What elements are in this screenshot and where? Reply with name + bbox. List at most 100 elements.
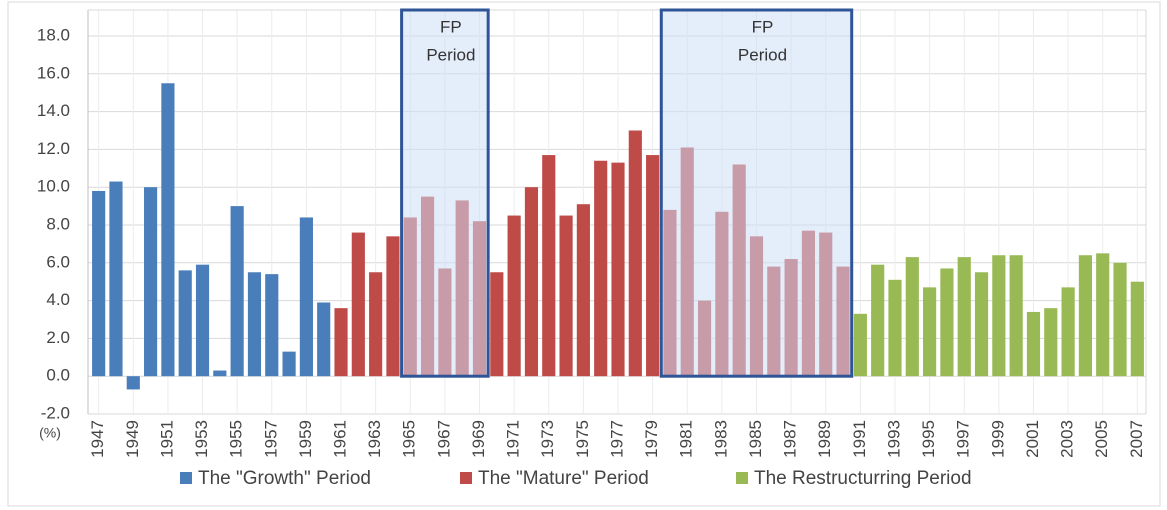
bar [213, 370, 227, 377]
y-tick-label: -2.0 [41, 403, 70, 422]
x-tick-label: 1985 [746, 420, 765, 458]
x-tick-label: 2007 [1127, 420, 1146, 458]
bar [351, 232, 365, 377]
x-tick-label: 1965 [400, 420, 419, 458]
bar [507, 215, 521, 377]
fp-box [659, 8, 854, 378]
x-tick-label: 1993 [884, 420, 903, 458]
bar [1044, 308, 1058, 377]
bar [871, 264, 885, 377]
bar [1113, 262, 1127, 377]
legend-swatch [460, 472, 472, 484]
x-tick-label: 2001 [1023, 420, 1042, 458]
bar [1096, 253, 1110, 377]
y-tick-label: 4.0 [46, 290, 70, 309]
x-tick-label: 1963 [365, 420, 384, 458]
bar [559, 215, 573, 377]
bar [940, 268, 954, 377]
x-tick-label: 1991 [850, 420, 869, 458]
x-tick-label: 1953 [192, 420, 211, 458]
y-tick-label: 0.0 [46, 366, 70, 385]
bar [992, 255, 1006, 377]
legend-swatch [736, 472, 748, 484]
x-tick-label: 1997 [954, 420, 973, 458]
bar [334, 308, 348, 377]
bar [611, 162, 625, 377]
x-tick-label: 1951 [157, 420, 176, 458]
x-tick-label: 1979 [642, 420, 661, 458]
x-tick-label: 1999 [988, 420, 1007, 458]
bar [594, 160, 608, 377]
bar [265, 274, 279, 377]
bar [178, 270, 192, 377]
fp-label: FP [752, 17, 774, 36]
bar [299, 217, 313, 377]
bar [1009, 255, 1023, 377]
x-tick-label: 1989 [815, 420, 834, 458]
x-tick-label: 1967 [434, 420, 453, 458]
y-unit: (%) [39, 425, 61, 441]
x-tick-label: 1947 [88, 420, 107, 458]
bar [247, 272, 262, 377]
bar [576, 204, 590, 377]
bar [126, 376, 140, 390]
y-tick-label: 10.0 [37, 177, 70, 196]
bar [923, 287, 937, 377]
x-tick-label: 1977 [607, 420, 626, 458]
fp-label: Period [738, 45, 787, 64]
legend-label: The "Growth" Period [198, 468, 371, 489]
fp-label: Period [426, 45, 475, 64]
y-tick-label: 12.0 [37, 139, 70, 158]
bar [282, 351, 296, 377]
y-tick-label: 18.0 [37, 25, 70, 44]
legend-label: The Restructurring Period [754, 468, 972, 489]
bar [853, 313, 867, 377]
y-tick-label: 6.0 [46, 252, 70, 271]
x-tick-label: 1957 [261, 420, 280, 458]
x-tick-label: 1975 [573, 420, 592, 458]
x-tick-label: 1969 [469, 420, 488, 458]
bar [490, 272, 504, 377]
x-tick-label: 1955 [227, 420, 246, 458]
x-tick-label: 1995 [919, 420, 938, 458]
x-tick-label: 1981 [677, 420, 696, 458]
y-tick-label: 2.0 [46, 328, 70, 347]
x-tick-label: 1973 [538, 420, 557, 458]
bar [974, 272, 989, 377]
x-tick-label: 1959 [296, 420, 315, 458]
bar [195, 264, 210, 377]
bar [646, 155, 660, 377]
chart-frame [7, 1, 1161, 507]
bar [905, 257, 919, 377]
bar [1130, 281, 1144, 377]
bar [524, 187, 539, 377]
bar [1026, 311, 1041, 377]
bar [109, 181, 123, 377]
bar [161, 83, 175, 377]
y-tick-label: 16.0 [37, 63, 70, 82]
bar [369, 272, 383, 377]
x-tick-label: 1961 [331, 420, 350, 458]
x-tick-label: 1983 [711, 420, 730, 458]
bar [1078, 255, 1092, 377]
bar [317, 302, 331, 377]
x-tick-label: 1949 [123, 420, 142, 458]
legend-swatch [180, 472, 192, 484]
y-tick-label: 8.0 [46, 214, 70, 233]
bar [957, 257, 971, 377]
fp-label: FP [440, 17, 462, 36]
bar [230, 206, 244, 377]
x-tick-label: 2003 [1058, 420, 1077, 458]
bar [386, 236, 400, 377]
legend-label: The "Mature" Period [478, 468, 649, 489]
x-tick-label: 1971 [504, 420, 523, 458]
bar [144, 187, 158, 377]
y-tick-label: 14.0 [37, 101, 70, 120]
bar [92, 190, 106, 377]
x-tick-label: 1987 [781, 420, 800, 458]
bar [1061, 287, 1075, 377]
bar [888, 279, 902, 377]
fp-box [400, 8, 490, 378]
bar [542, 155, 556, 377]
